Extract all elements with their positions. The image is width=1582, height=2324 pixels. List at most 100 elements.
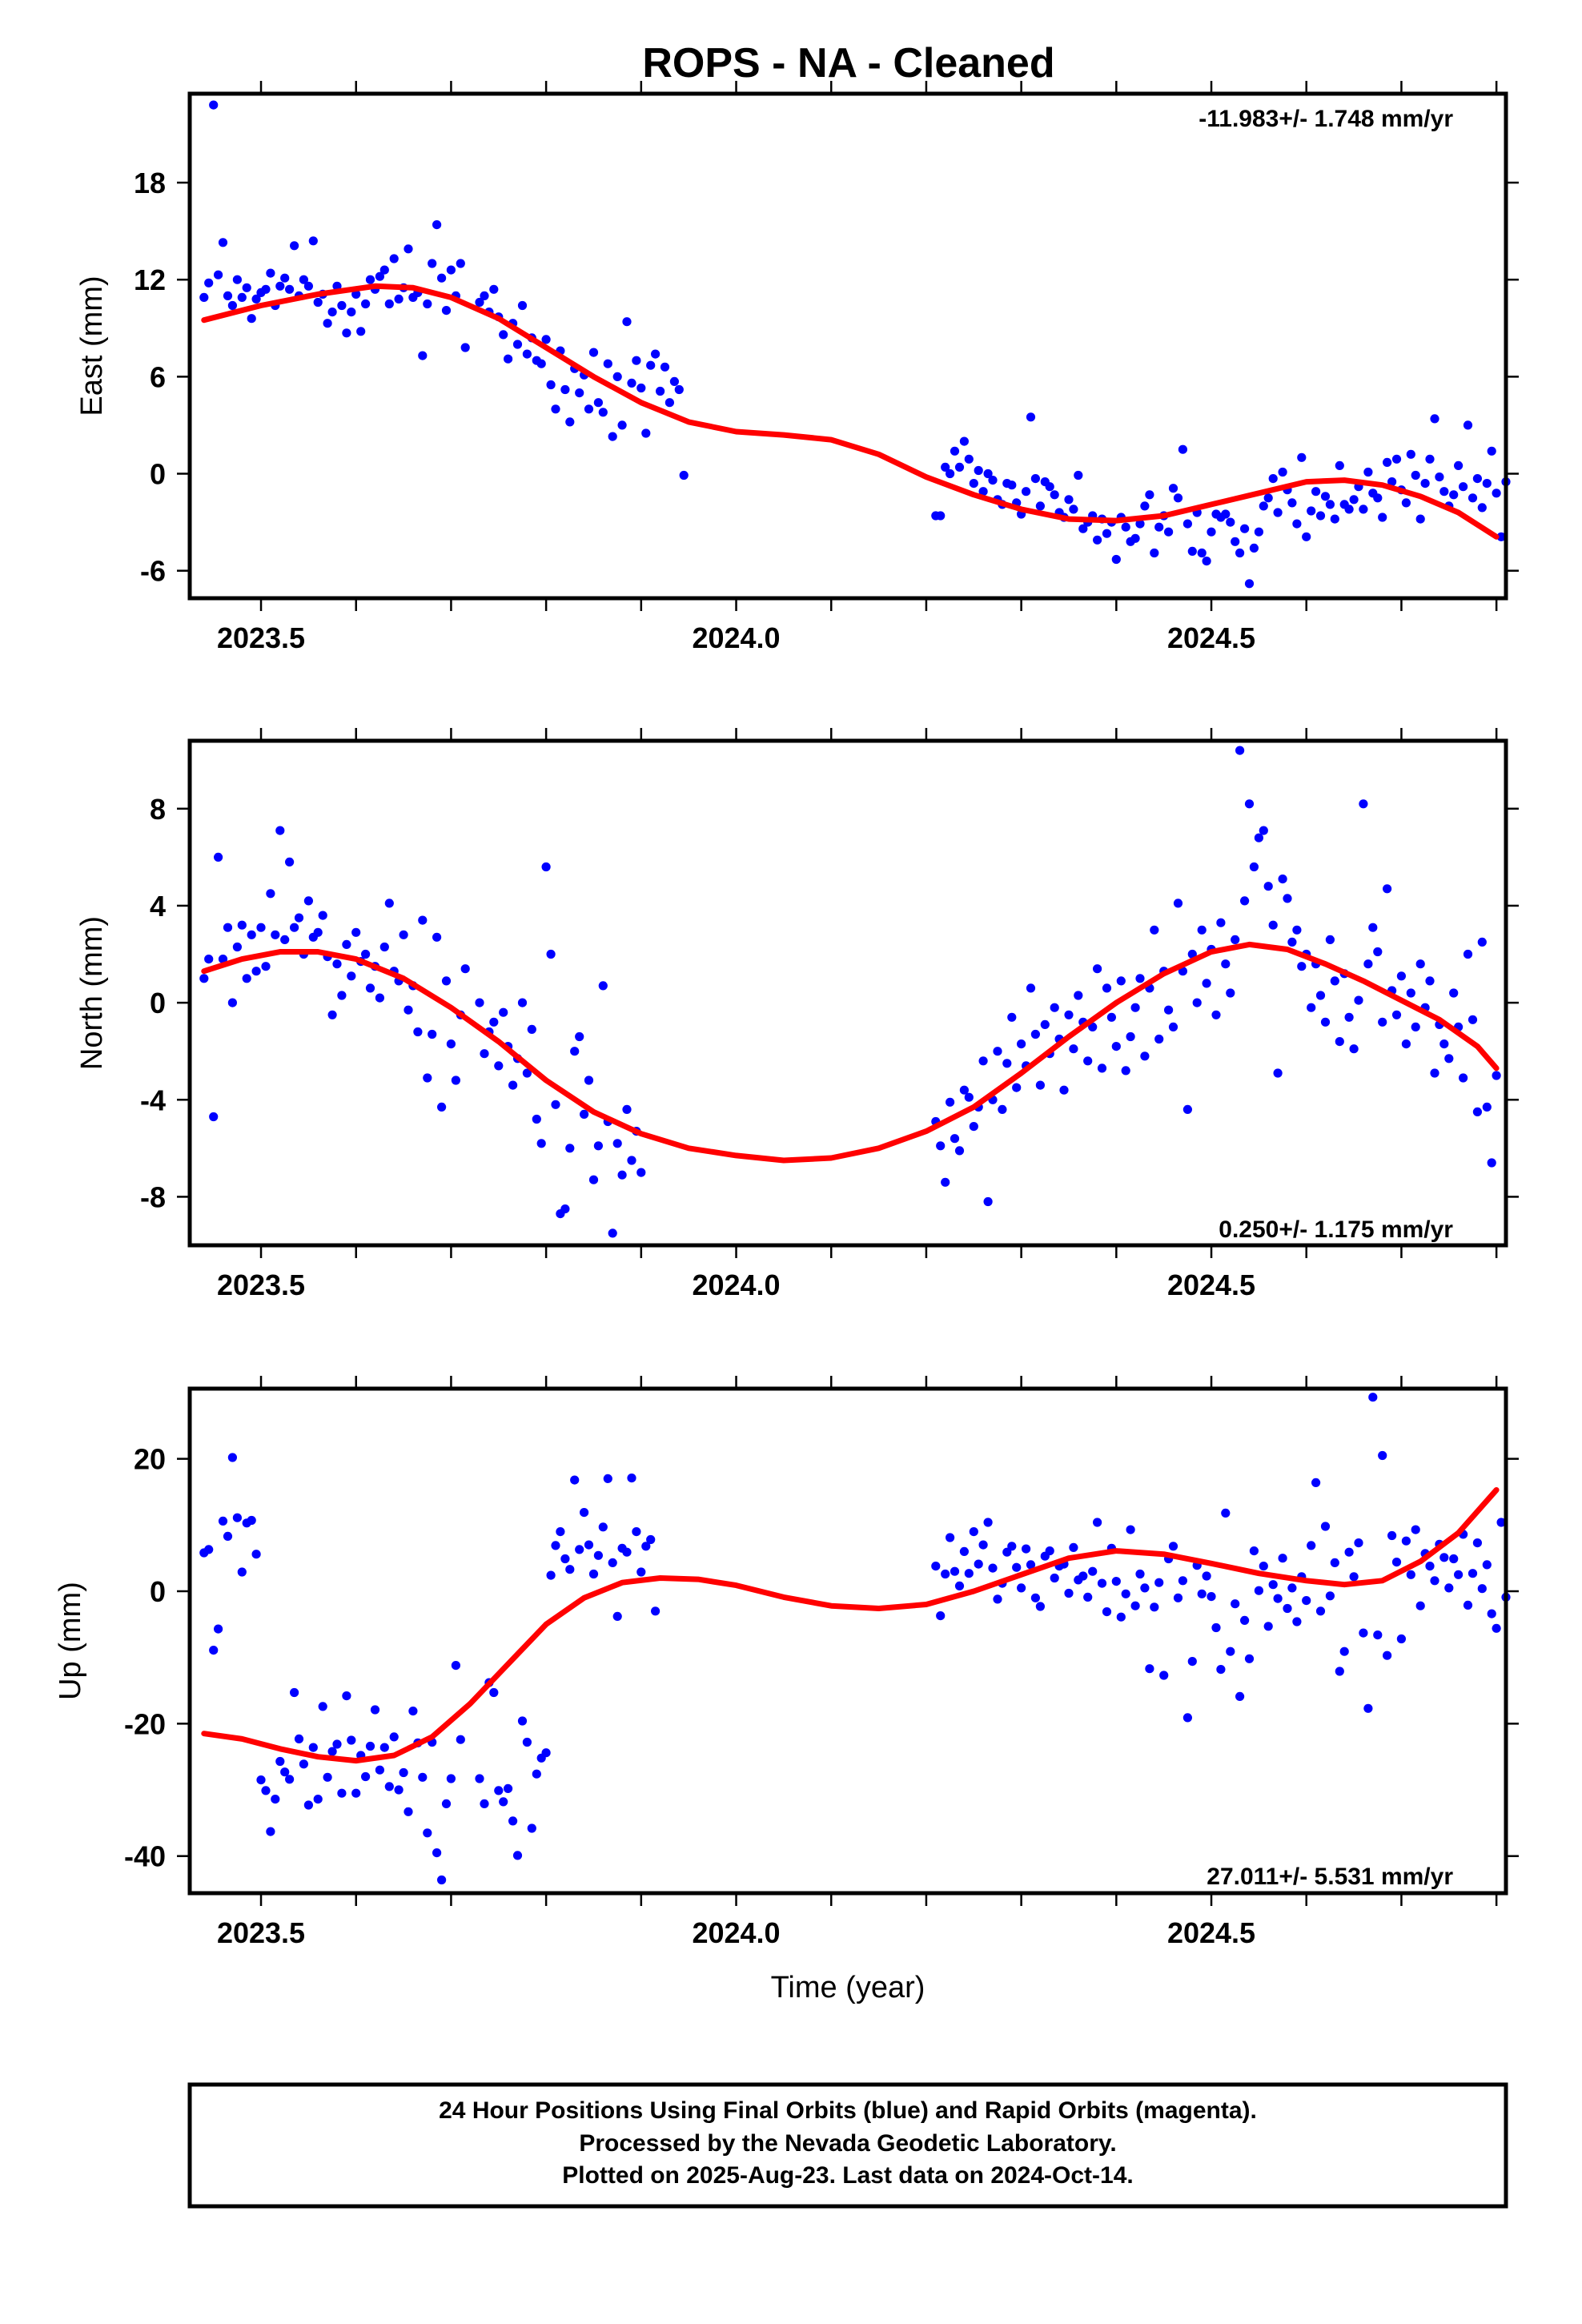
east-data-point — [584, 404, 594, 414]
up-data-point — [983, 1518, 993, 1527]
up-data-point — [1454, 1570, 1464, 1579]
north-data-point — [993, 1047, 1002, 1056]
north-data-point — [1378, 1017, 1387, 1027]
up-data-point — [1211, 1622, 1221, 1633]
east-y-tick-label: 6 — [150, 360, 166, 393]
up-data-point — [1240, 1615, 1250, 1625]
up-data-point — [1050, 1573, 1059, 1583]
east-data-point — [1078, 524, 1088, 533]
north-data-point — [1154, 1034, 1164, 1044]
east-data-point — [303, 281, 313, 291]
east-data-point — [1030, 474, 1040, 484]
north-data-point — [1102, 983, 1112, 993]
up-data-point — [1187, 1657, 1197, 1667]
up-data-point — [1202, 1571, 1211, 1581]
up-data-point — [394, 1785, 404, 1795]
north-data-point — [1330, 976, 1339, 986]
north-data-point — [1283, 894, 1292, 903]
east-data-point — [379, 265, 389, 275]
north-data-point — [517, 998, 528, 1007]
up-data-point — [1154, 1578, 1164, 1587]
east-data-point — [954, 462, 965, 472]
up-data-point — [1244, 1654, 1255, 1663]
north-data-point — [1482, 1102, 1492, 1112]
north-data-point — [318, 911, 327, 920]
east-data-point — [969, 479, 978, 489]
up-data-point — [337, 1788, 347, 1798]
east-data-point — [232, 275, 242, 284]
up-data-point — [1116, 1612, 1126, 1622]
east-data-point — [290, 241, 299, 251]
north-data-point — [1111, 1042, 1121, 1051]
up-data-point — [361, 1771, 371, 1782]
east-x-tick-label: 2023.5 — [217, 621, 305, 654]
east-data-point — [646, 360, 656, 370]
up-data-point — [1078, 1571, 1088, 1581]
north-data-point — [266, 889, 275, 899]
up-data-point — [384, 1782, 394, 1791]
east-data-point — [1263, 493, 1273, 503]
north-data-point — [1069, 1044, 1078, 1054]
up-data-point — [1168, 1542, 1178, 1551]
up-data-point — [1477, 1584, 1487, 1594]
east-data-point — [641, 428, 651, 438]
north-data-point — [1116, 976, 1126, 986]
east-data-point — [522, 349, 532, 359]
east-data-point — [978, 487, 988, 497]
east-x-tick-label: 2024.0 — [692, 621, 780, 654]
north-data-point — [1121, 1066, 1130, 1076]
north-data-point — [941, 1177, 950, 1187]
north-data-point — [1459, 1073, 1468, 1083]
east-data-point — [446, 265, 456, 275]
east-data-point — [627, 378, 636, 388]
east-data-point — [1173, 493, 1183, 503]
east-data-point — [1415, 514, 1425, 524]
up-data-point — [389, 1732, 399, 1742]
north-data-point — [1231, 935, 1240, 944]
up-data-point — [1368, 1393, 1378, 1402]
east-data-point — [660, 362, 670, 372]
north-data-point — [332, 959, 342, 969]
north-data-point — [946, 1097, 955, 1107]
east-data-point — [1187, 546, 1197, 557]
up-data-point — [204, 1545, 214, 1554]
up-data-point — [522, 1737, 532, 1747]
up-data-point — [399, 1767, 408, 1778]
up-data-point — [1391, 1558, 1402, 1567]
up-data-point — [1254, 1586, 1263, 1595]
north-y-axis-label: North (mm) — [75, 916, 109, 1070]
north-data-point — [1074, 991, 1083, 1000]
up-data-point — [1135, 1569, 1145, 1579]
east-data-point — [1231, 537, 1240, 546]
up-data-point — [993, 1594, 1002, 1604]
east-y-tick-label: 0 — [150, 458, 166, 491]
east-data-point — [1430, 414, 1439, 424]
east-data-point — [1035, 501, 1045, 511]
north-data-point — [347, 971, 356, 981]
east-data-point — [1268, 474, 1278, 484]
up-data-point — [494, 1786, 504, 1795]
east-data-point — [1472, 474, 1482, 484]
up-x-tick-label: 2023.5 — [217, 1916, 305, 1949]
east-data-point — [223, 291, 233, 300]
north-data-point — [546, 949, 556, 959]
east-data-point — [266, 268, 275, 278]
east-y-tick-label: 18 — [134, 167, 166, 199]
up-data-point — [580, 1508, 589, 1518]
north-data-point — [204, 955, 214, 964]
east-data-point — [1496, 532, 1506, 541]
east-data-point — [1315, 511, 1326, 521]
east-data-point — [1487, 446, 1496, 456]
east-data-point — [1387, 477, 1397, 487]
north-x-tick-label: 2024.5 — [1167, 1269, 1255, 1301]
east-data-point — [603, 359, 612, 368]
north-data-point — [214, 852, 223, 862]
up-data-point — [1444, 1583, 1454, 1593]
north-data-point — [1396, 971, 1406, 981]
east-data-point — [1439, 487, 1449, 497]
east-data-point — [674, 384, 684, 395]
up-data-point — [347, 1735, 356, 1745]
north-data-point — [532, 1114, 541, 1124]
up-data-point — [1278, 1554, 1287, 1563]
up-data-point — [432, 1848, 442, 1858]
